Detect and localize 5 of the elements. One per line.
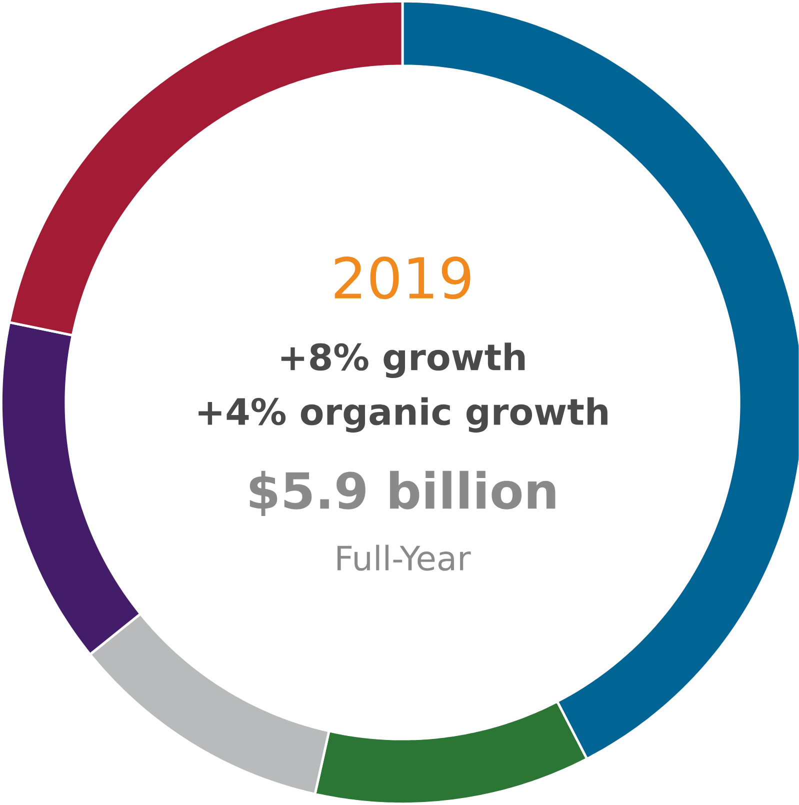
text: Full-Year: [338, 544, 471, 571]
text: $5.9 billion: [250, 470, 556, 516]
text: +4% organic growth: [198, 397, 608, 433]
text: 2019: [335, 256, 470, 300]
text: +8% growth: [282, 342, 525, 378]
